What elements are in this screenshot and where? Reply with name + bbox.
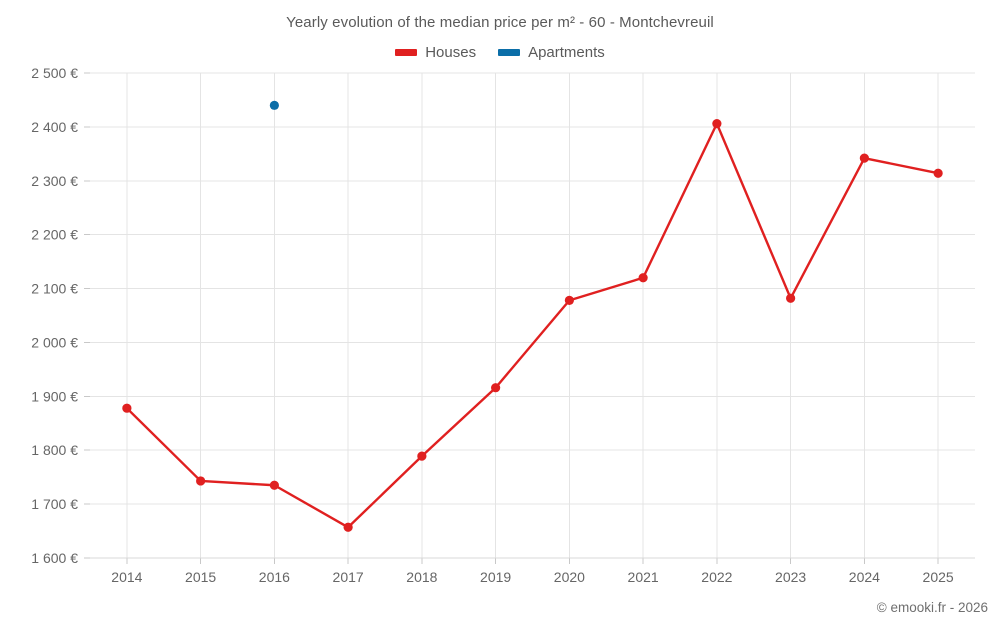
data-point-houses-2024[interactable] xyxy=(859,153,869,163)
y-tick-label: 1 700 € xyxy=(31,496,78,512)
x-tick-label: 2018 xyxy=(406,569,437,585)
data-point-apartments-2016[interactable] xyxy=(269,100,279,110)
gridlines-group xyxy=(90,72,975,559)
data-point-houses-2022[interactable] xyxy=(712,119,722,129)
data-series-group xyxy=(122,100,943,532)
y-tick-label: 2 400 € xyxy=(31,119,78,135)
chart-title: Yearly evolution of the median price per… xyxy=(286,14,714,31)
data-point-houses-2018[interactable] xyxy=(417,451,427,461)
chart-legend: Houses Apartments xyxy=(0,44,1000,61)
x-tick-label: 2016 xyxy=(259,569,290,585)
legend-swatch-apartments xyxy=(498,49,521,56)
x-tick-label: 2024 xyxy=(849,569,880,585)
data-point-houses-2023[interactable] xyxy=(786,293,796,303)
y-tick-label: 1 900 € xyxy=(31,388,78,404)
x-tick-label: 2017 xyxy=(333,569,364,585)
data-point-houses-2019[interactable] xyxy=(491,383,501,393)
x-tick-label: 2022 xyxy=(701,569,732,585)
x-tick-label: 2019 xyxy=(480,569,511,585)
x-tick-label: 2015 xyxy=(185,569,216,585)
data-point-houses-2017[interactable] xyxy=(343,522,353,532)
y-tick-label: 2 100 € xyxy=(31,281,78,297)
x-tick-label: 2021 xyxy=(628,569,659,585)
x-axis-ticks: 2014 2015 2016 2017 2018 2019 2020 2021 2022 2023… xyxy=(111,558,954,585)
chart-footer-credit: © emooki.fr - 2026 xyxy=(876,600,988,615)
legend-label-houses: Houses xyxy=(425,44,477,61)
y-tick-label: 1 800 € xyxy=(31,442,78,458)
y-tick-label: 2 300 € xyxy=(31,173,78,189)
data-point-houses-2014[interactable] xyxy=(122,403,132,413)
y-tick-label: 1 600 € xyxy=(31,550,78,566)
x-tick-label: 2014 xyxy=(111,569,142,585)
y-tick-label: 2 000 € xyxy=(31,334,78,350)
data-point-houses-2016[interactable] xyxy=(269,480,279,490)
y-tick-label: 2 200 € xyxy=(31,227,78,243)
y-tick-label: 2 500 € xyxy=(31,65,78,81)
y-axis-ticks: 1 600 € 1 700 € 1 800 € 1 900 € 2 000 € 2 100… xyxy=(31,65,90,566)
legend-item-houses[interactable]: Houses xyxy=(395,44,476,61)
x-tick-label: 2025 xyxy=(923,569,954,585)
data-point-houses-2025[interactable] xyxy=(933,168,943,178)
data-point-houses-2021[interactable] xyxy=(638,273,648,283)
series-line-houses xyxy=(125,122,940,529)
x-tick-label: 2023 xyxy=(775,569,806,585)
data-point-houses-2015[interactable] xyxy=(196,476,206,486)
legend-label-apartments: Apartments xyxy=(528,44,605,61)
legend-swatch-houses xyxy=(395,49,418,56)
x-tick-label: 2020 xyxy=(554,569,585,585)
data-point-houses-2020[interactable] xyxy=(564,295,574,306)
legend-item-apartments[interactable]: Apartments xyxy=(498,44,605,61)
